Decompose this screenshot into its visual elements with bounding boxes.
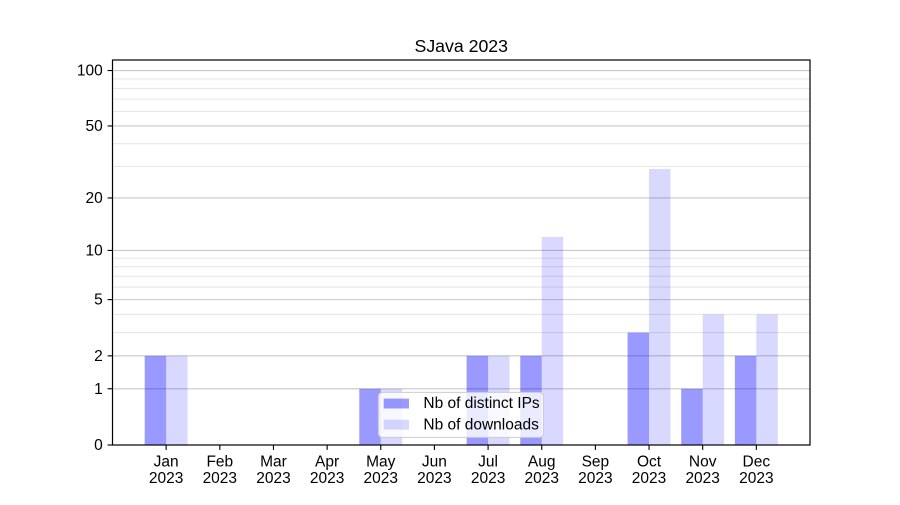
svg-text:SJava 2023: SJava 2023 <box>415 36 509 56</box>
svg-text:2023: 2023 <box>417 470 451 487</box>
svg-text:50: 50 <box>86 118 104 135</box>
svg-text:20: 20 <box>86 190 104 207</box>
svg-text:2023: 2023 <box>364 470 398 487</box>
svg-text:2023: 2023 <box>203 470 237 487</box>
svg-text:Oct: Oct <box>637 454 662 471</box>
svg-text:Apr: Apr <box>315 454 339 471</box>
svg-text:May: May <box>366 454 396 471</box>
svg-text:Sep: Sep <box>582 454 610 471</box>
svg-text:2023: 2023 <box>149 470 183 487</box>
svg-text:2023: 2023 <box>739 470 773 487</box>
svg-text:2023: 2023 <box>471 470 505 487</box>
svg-text:Feb: Feb <box>206 454 233 471</box>
svg-text:2023: 2023 <box>256 470 290 487</box>
svg-text:2023: 2023 <box>310 470 344 487</box>
svg-text:2023: 2023 <box>632 470 666 487</box>
svg-text:Jul: Jul <box>478 454 498 471</box>
svg-text:Nb of downloads: Nb of downloads <box>423 416 539 433</box>
svg-text:2023: 2023 <box>578 470 612 487</box>
svg-text:Nov: Nov <box>689 454 717 471</box>
svg-text:1: 1 <box>94 381 103 398</box>
svg-text:5: 5 <box>94 292 103 309</box>
svg-text:100: 100 <box>77 63 103 80</box>
svg-text:2023: 2023 <box>685 470 719 487</box>
svg-text:2023: 2023 <box>524 470 558 487</box>
svg-text:Nb of distinct IPs: Nb of distinct IPs <box>423 395 540 412</box>
svg-text:2: 2 <box>94 348 103 365</box>
svg-text:Dec: Dec <box>743 454 771 471</box>
svg-text:Mar: Mar <box>260 454 287 471</box>
svg-text:Jun: Jun <box>422 454 447 471</box>
svg-text:Jan: Jan <box>154 454 179 471</box>
svg-text:10: 10 <box>86 243 104 260</box>
svg-text:Aug: Aug <box>528 454 556 471</box>
svg-text:0: 0 <box>94 437 103 454</box>
